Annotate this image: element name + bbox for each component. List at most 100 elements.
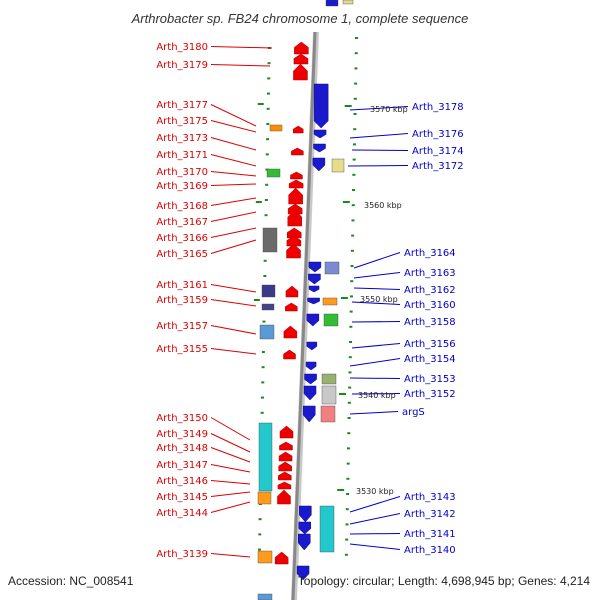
- gene-box-green: [323, 313, 339, 327]
- gene-box-khaki: [342, 0, 354, 5]
- scale-label: 3560 kbp: [364, 201, 402, 210]
- leader-line: [351, 301, 401, 305]
- leader-line: [349, 377, 401, 379]
- gene-arrow-left: [287, 209, 303, 227]
- gene-label: Arth_3145: [156, 492, 208, 503]
- leader-line: [353, 272, 401, 279]
- leader-line: [351, 149, 409, 151]
- gene-label: Arth_3172: [412, 161, 464, 172]
- gene-arrow-left: [277, 489, 291, 505]
- leader-line: [349, 533, 401, 535]
- leader-line: [210, 348, 257, 355]
- leader-line: [210, 171, 257, 177]
- leader-line: [210, 154, 257, 167]
- leader-line: [349, 496, 401, 513]
- leader-line: [210, 480, 251, 485]
- leader-line: [351, 393, 401, 395]
- gene-box-orange: [269, 124, 283, 132]
- gene-arrow-left: [274, 551, 289, 565]
- backbone-line: [291, 31, 317, 600]
- gene-box-cyan: [258, 422, 273, 492]
- gene-arrow-right: [312, 157, 326, 172]
- gene-arrow-left: [285, 285, 299, 298]
- gene-box-khaki: [331, 158, 345, 173]
- leader-line: [210, 325, 257, 335]
- gene-label: Arth_3170: [156, 167, 208, 178]
- gene-label: Arth_3176: [412, 129, 464, 140]
- gene-label: Arth_3166: [156, 233, 208, 244]
- gene-arrow-right: [307, 297, 320, 305]
- gene-arrow-left: [290, 171, 303, 180]
- gene-box-lightgrey: [321, 385, 337, 405]
- left-strand-features: [257, 41, 309, 600]
- gene-box-green: [266, 168, 281, 178]
- leader-line: [351, 343, 401, 349]
- leader-line: [210, 239, 257, 254]
- gene-box-orange: [257, 550, 273, 564]
- leader-line: [210, 553, 251, 558]
- leader-line: [353, 287, 401, 290]
- leader-line: [210, 227, 257, 238]
- gene-label: Arth_3147: [156, 460, 208, 471]
- gene-arrow-left: [292, 125, 304, 134]
- gene-label: Arth_3148: [156, 443, 208, 454]
- topology-summary: Topology: circular; Length: 4,698,945 bp…: [297, 574, 590, 588]
- gene-label: Arth_3169: [156, 181, 208, 192]
- leader-line: [210, 104, 257, 127]
- gene-arrow-right: [306, 341, 318, 351]
- gene-arrow-left: [288, 187, 303, 205]
- gene-label: Arth_3139: [156, 549, 208, 560]
- gene-label: argS: [402, 407, 425, 418]
- leader-line: [210, 284, 257, 293]
- gene-arrow-right: [302, 405, 316, 423]
- gene-label: Arth_3180: [156, 42, 208, 53]
- right-gene-labels: Arth_3178 Arth_3176 Arth_3174 Arth_3172 Arth…: [402, 102, 464, 556]
- leader-line: [349, 543, 401, 550]
- gene-arrow-left: [293, 53, 309, 65]
- gene-label: Arth_3143: [404, 492, 456, 503]
- leader-line: [349, 106, 409, 111]
- gene-arrow-left: [277, 481, 292, 490]
- gene-box-olive: [321, 373, 337, 385]
- leader-line: [210, 501, 251, 513]
- gene-label: Arth_3159: [156, 295, 208, 306]
- gene-label: Arth_3173: [156, 133, 208, 144]
- gene-arrow-right: [308, 261, 322, 273]
- gene-label: Arth_3179: [156, 60, 208, 71]
- gene-arrow-right: [313, 129, 327, 139]
- gene-arrow-right: [313, 143, 326, 153]
- leader-line: [210, 433, 251, 453]
- gene-label: Arth_3157: [156, 321, 208, 332]
- leader-line: [210, 197, 257, 206]
- gene-box-indigo: [261, 284, 276, 298]
- gene-label: Arth_3144: [156, 508, 208, 519]
- gene-arrow-left: [278, 461, 292, 472]
- gene-label: Arth_3162: [404, 285, 456, 296]
- leader-line: [353, 252, 401, 269]
- leader-line: [210, 417, 251, 441]
- map-title: Arthrobacter sp. FB24 chromosome 1, comp…: [131, 11, 469, 26]
- gene-arrow-left: [279, 441, 293, 451]
- left-label-lines: [210, 46, 273, 558]
- gene-label: Arth_3167: [156, 217, 208, 228]
- gene-arrow-left: [278, 471, 292, 481]
- gene-arrow-right: [306, 313, 320, 327]
- gene-arrow-right: [303, 385, 317, 401]
- gene-label: Arth_3161: [156, 280, 208, 291]
- gene-arrow-right: [298, 521, 312, 535]
- gene-arrow-left: [288, 179, 304, 189]
- gene-arrow-left: [286, 243, 301, 259]
- gene-arrow-left: [293, 63, 308, 81]
- leader-line: [210, 464, 251, 473]
- gene-arrow-right: [304, 373, 317, 385]
- scale-label: 3550 kbp: [360, 295, 398, 304]
- gene-arrow-left: [285, 302, 298, 312]
- gene-label: Arth_3153: [404, 374, 456, 385]
- right-strand-features: [296, 0, 354, 581]
- right-label-lines: [347, 106, 409, 550]
- gene-label: Arth_3149: [156, 429, 208, 440]
- leader-line: [351, 321, 401, 323]
- gene-box-periwinkle: [324, 261, 340, 275]
- leader-line: [210, 447, 251, 463]
- gene-label: Arth_3155: [156, 344, 208, 355]
